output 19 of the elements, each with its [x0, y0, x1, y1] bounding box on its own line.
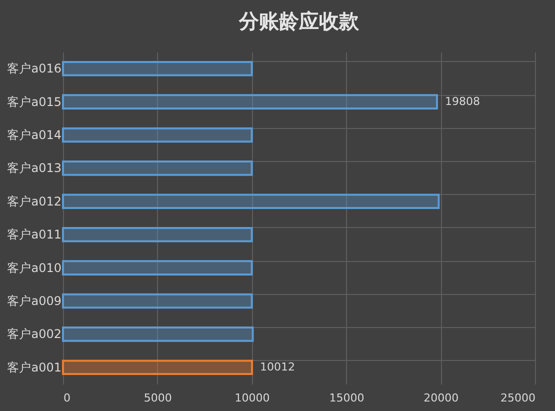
data-label: 19808: [444, 94, 480, 108]
y-tick-label: 客户a012: [7, 194, 62, 208]
y-tick-label: 客户a015: [7, 94, 62, 109]
x-tick-label: 15000: [329, 392, 364, 404]
x-tick-label: 25000: [500, 392, 536, 404]
y-tick-label: 客户a013: [7, 161, 62, 176]
x-tick-label: 0: [64, 392, 70, 404]
y-tick-label: 客户a016: [7, 62, 62, 76]
y-tick-label: 客户a014: [7, 128, 62, 142]
y-tick-label: 客户a011: [7, 228, 62, 242]
y-tick-label: 客户a009: [7, 294, 62, 308]
chart-title: 分账龄应收款: [238, 9, 360, 33]
data-label: 10012: [260, 360, 296, 374]
x-tick-label: 20000: [424, 392, 459, 404]
x-tick-label: 10000: [234, 392, 270, 404]
y-tick-label: 客户a002: [7, 327, 62, 342]
y-tick-label: 客户a001: [7, 360, 62, 374]
y-tick-label: 客户a010: [7, 260, 62, 275]
x-tick-label: 5000: [144, 392, 172, 404]
